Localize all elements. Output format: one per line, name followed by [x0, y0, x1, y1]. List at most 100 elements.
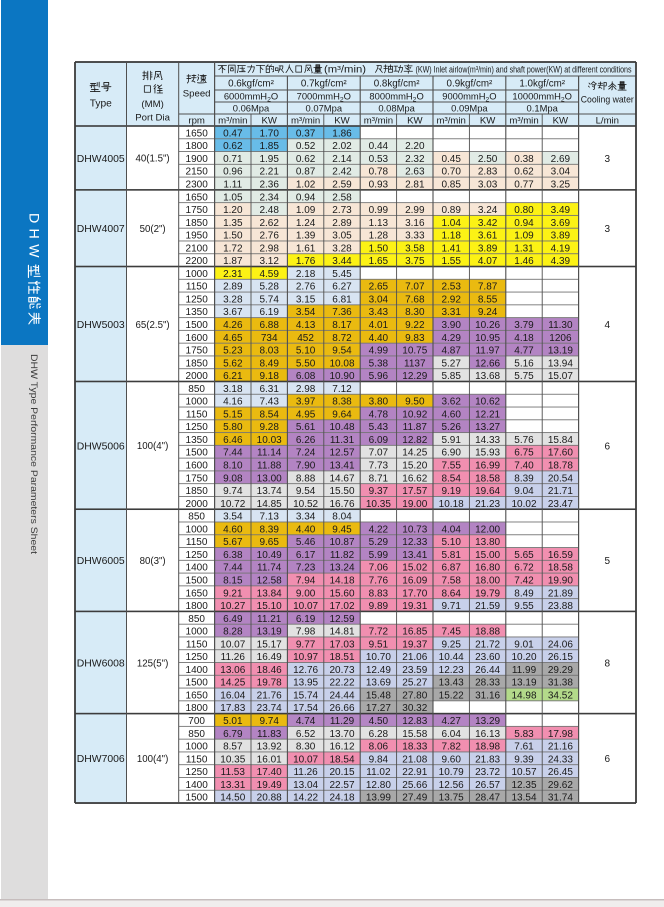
svg-text:2.89: 2.89 [223, 282, 243, 293]
svg-text:18.88: 18.88 [475, 627, 500, 638]
svg-text:7.07: 7.07 [405, 282, 425, 293]
svg-text:2.73: 2.73 [332, 205, 352, 216]
svg-text:10.79: 10.79 [439, 767, 464, 778]
svg-text:8000mmH2O: 8000mmH2O [369, 90, 423, 103]
svg-text:0.62: 0.62 [514, 167, 534, 178]
svg-text:15.50: 15.50 [329, 486, 354, 497]
svg-text:34.52: 34.52 [548, 690, 573, 701]
svg-text:4.60: 4.60 [223, 524, 243, 535]
svg-text:23.59: 23.59 [402, 665, 427, 676]
svg-text:12.00: 12.00 [475, 524, 500, 535]
svg-text:2200: 2200 [186, 256, 209, 267]
svg-text:2000: 2000 [186, 499, 209, 510]
svg-text:23.72: 23.72 [475, 767, 500, 778]
svg-text:13.74: 13.74 [257, 486, 282, 497]
svg-text:1850: 1850 [186, 486, 209, 497]
svg-text:15.60: 15.60 [329, 588, 354, 599]
svg-text:29.29: 29.29 [548, 665, 573, 676]
svg-text:10.52: 10.52 [293, 499, 318, 510]
svg-text:21.83: 21.83 [475, 754, 500, 765]
svg-text:5.23: 5.23 [223, 346, 243, 357]
svg-text:31.16: 31.16 [475, 690, 500, 701]
svg-text:9.84: 9.84 [369, 754, 389, 765]
svg-text:20.54: 20.54 [548, 473, 573, 484]
svg-text:3.89: 3.89 [551, 231, 571, 242]
svg-text:11.82: 11.82 [330, 550, 355, 561]
svg-text:9.28: 9.28 [259, 422, 279, 433]
svg-text:21.16: 21.16 [548, 742, 573, 753]
svg-text:29.62: 29.62 [548, 780, 573, 791]
svg-text:Cooling water: Cooling water [581, 95, 634, 105]
svg-text:4.04: 4.04 [441, 524, 461, 535]
svg-text:8.64: 8.64 [441, 588, 461, 599]
svg-text:4.65: 4.65 [223, 333, 243, 344]
svg-text:15.07: 15.07 [548, 371, 573, 382]
svg-text:2.58: 2.58 [332, 192, 352, 203]
svg-text:0.71: 0.71 [223, 154, 243, 165]
svg-text:0.87: 0.87 [296, 167, 316, 178]
svg-text:8: 8 [605, 658, 611, 669]
svg-text:5.91: 5.91 [441, 435, 461, 446]
svg-text:2.65: 2.65 [369, 282, 389, 293]
svg-text:11.30: 11.30 [548, 320, 573, 331]
svg-text:8.10: 8.10 [223, 461, 243, 472]
svg-text:5.10: 5.10 [296, 346, 316, 357]
svg-text:2.02: 2.02 [332, 141, 352, 152]
svg-text:5.45: 5.45 [332, 269, 352, 280]
svg-text:5.83: 5.83 [514, 729, 534, 740]
svg-text:1500: 1500 [186, 320, 209, 331]
svg-text:1500: 1500 [186, 793, 209, 804]
svg-text:0.52: 0.52 [296, 141, 316, 152]
svg-text:12.35: 12.35 [511, 780, 536, 791]
svg-text:6.88: 6.88 [259, 320, 279, 331]
svg-text:2.48: 2.48 [259, 205, 279, 216]
svg-text:15.22: 15.22 [439, 690, 464, 701]
svg-text:11.31: 11.31 [330, 435, 355, 446]
svg-text:6.72: 6.72 [514, 563, 534, 574]
svg-text:7.42: 7.42 [514, 575, 534, 586]
svg-text:11.21: 11.21 [257, 614, 282, 625]
svg-text:9.55: 9.55 [514, 601, 534, 612]
svg-text:2.36: 2.36 [259, 179, 279, 190]
svg-text:DHW7006: DHW7006 [77, 754, 125, 765]
svg-text:11.29: 11.29 [330, 716, 355, 727]
svg-text:28.47: 28.47 [475, 793, 500, 804]
svg-text:1.76: 1.76 [296, 256, 316, 267]
svg-text:5.27: 5.27 [441, 358, 461, 369]
svg-text:4.01: 4.01 [369, 320, 389, 331]
svg-text:5.80: 5.80 [223, 422, 243, 433]
svg-text:10.03: 10.03 [257, 435, 282, 446]
svg-text:17.70: 17.70 [402, 588, 427, 599]
svg-text:10.27: 10.27 [220, 601, 245, 612]
svg-text:9.60: 9.60 [441, 754, 461, 765]
svg-text:1.72: 1.72 [223, 243, 243, 254]
svg-text:4.18: 4.18 [514, 333, 534, 344]
svg-text:17.02: 17.02 [329, 601, 354, 612]
svg-text:4.19: 4.19 [551, 243, 571, 254]
svg-text:3.18: 3.18 [223, 384, 243, 395]
svg-text:16.99: 16.99 [475, 461, 500, 472]
svg-text:1.0kgf/cm²: 1.0kgf/cm² [519, 79, 565, 90]
svg-text:850: 850 [188, 729, 205, 740]
svg-text:7.73: 7.73 [369, 461, 389, 472]
svg-text:23.60: 23.60 [475, 652, 500, 663]
svg-text:30.32: 30.32 [402, 703, 427, 714]
svg-text:4.27: 4.27 [441, 716, 461, 727]
svg-text:2.32: 2.32 [405, 154, 425, 165]
svg-text:13.43: 13.43 [439, 678, 464, 689]
svg-text:21.08: 21.08 [402, 754, 427, 765]
svg-text:9.18: 9.18 [259, 371, 279, 382]
svg-text:10.72: 10.72 [220, 499, 245, 510]
svg-text:1000: 1000 [186, 397, 209, 408]
svg-text:17.40: 17.40 [257, 767, 282, 778]
svg-text:15.58: 15.58 [402, 729, 427, 740]
svg-text:3.15: 3.15 [296, 294, 316, 305]
svg-text:3: 3 [605, 224, 611, 235]
svg-text:13.69: 13.69 [366, 678, 391, 689]
svg-text:1750: 1750 [186, 346, 209, 357]
svg-text:7.82: 7.82 [441, 742, 461, 753]
svg-text:18.33: 18.33 [402, 742, 427, 753]
svg-text:9.39: 9.39 [514, 754, 534, 765]
svg-text:6.31: 6.31 [259, 384, 279, 395]
svg-text:1150: 1150 [186, 282, 208, 293]
